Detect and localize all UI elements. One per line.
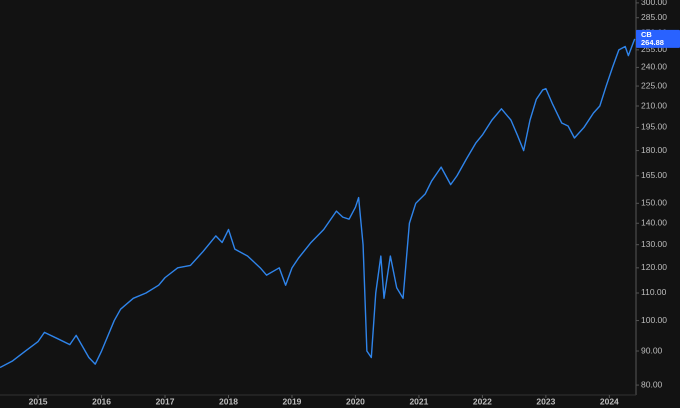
x-tick-label: 2017 — [156, 396, 175, 406]
price-tag-name: CB — [641, 30, 652, 39]
x-tick-label: 2015 — [29, 396, 48, 406]
y-tick-label: 300.00 — [641, 0, 667, 7]
y-tick-label: 100.00 — [641, 315, 667, 325]
x-tick-label: 2020 — [346, 396, 365, 406]
y-tick-label: 150.00 — [641, 198, 667, 208]
y-tick-label: 255.00 — [641, 44, 667, 54]
price-tag-value: 264.88 — [641, 38, 664, 47]
y-tick-label: 140.00 — [641, 218, 667, 228]
price-line — [0, 38, 636, 369]
y-tick-label: 285.00 — [641, 12, 667, 22]
y-tick-label: 120.00 — [641, 262, 667, 272]
y-tick-label: 195.00 — [641, 122, 667, 132]
x-tick-label: 2018 — [219, 396, 238, 406]
y-tick-label: 240.00 — [641, 62, 667, 72]
x-tick-label: 2021 — [409, 396, 428, 406]
x-tick-label: 2022 — [473, 396, 492, 406]
x-tick-label: 2019 — [283, 396, 302, 406]
y-tick-label: 110.00 — [641, 287, 667, 297]
y-tick-label: 225.00 — [641, 80, 667, 90]
y-tick-label: 210.00 — [641, 100, 667, 110]
x-tick-label: 2023 — [536, 396, 555, 406]
y-tick-label: 165.00 — [641, 170, 667, 180]
x-tick-label: 2024 — [600, 396, 619, 406]
y-tick-label: 130.00 — [641, 239, 667, 249]
price-tag — [636, 29, 680, 48]
y-tick-label: 180.00 — [641, 145, 667, 155]
x-tick-label: 2016 — [92, 396, 111, 406]
y-tick-label: 90.00 — [641, 345, 663, 355]
y-tick-label: 80.00 — [641, 379, 663, 389]
